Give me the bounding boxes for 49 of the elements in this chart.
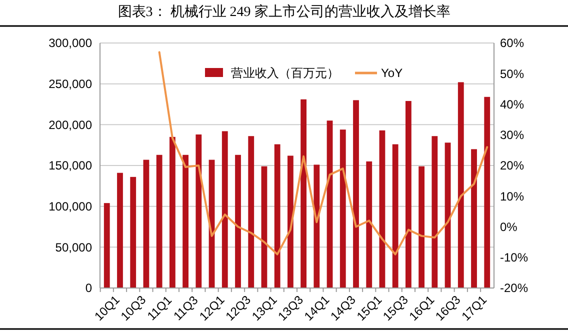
bar <box>222 131 228 288</box>
bar <box>104 203 110 288</box>
y-tick-label: 250,000 <box>48 77 92 92</box>
bar <box>314 164 320 288</box>
bar <box>196 134 202 288</box>
y-tick-label: 100,000 <box>48 200 92 214</box>
bar <box>353 100 359 288</box>
bar <box>130 176 136 288</box>
bar <box>143 160 150 288</box>
y-tick-label: 150,000 <box>48 158 92 173</box>
bar <box>326 120 333 288</box>
bar <box>405 100 412 288</box>
y2-tick-label: 60% <box>500 36 524 50</box>
bar <box>340 130 346 288</box>
legend-label: 营业收入（百万元） <box>231 66 339 80</box>
y-tick-label: 200,000 <box>48 118 92 132</box>
y2-tick-label: -20% <box>500 281 528 296</box>
legend-label: YoY <box>381 66 403 80</box>
bar <box>261 166 268 288</box>
y2-tick-label: 0% <box>500 220 518 234</box>
bar <box>418 166 425 288</box>
bar <box>471 149 477 288</box>
bar <box>182 154 188 288</box>
bar <box>458 82 464 288</box>
bar <box>274 144 280 288</box>
chart-title: 图表3： 机械行业 249 家上市公司的营业收入及增长率 <box>118 4 450 20</box>
y2-tick-label: 20% <box>500 158 524 173</box>
bar <box>392 144 398 288</box>
y2-tick-label: -10% <box>500 250 528 265</box>
bar <box>235 154 241 288</box>
bar <box>287 156 294 288</box>
bar <box>366 161 372 288</box>
bar <box>444 142 451 288</box>
bar <box>300 99 307 288</box>
y2-tick-label: 40% <box>500 97 524 112</box>
bar <box>248 136 254 288</box>
bar <box>379 130 386 288</box>
line-series <box>158 51 488 256</box>
bar <box>484 96 490 288</box>
y2-tick-label: 50% <box>500 66 524 81</box>
bar <box>117 172 123 288</box>
y2-tick-label: 30% <box>500 128 524 142</box>
bar <box>432 136 438 288</box>
bar <box>169 136 176 288</box>
y-tick-label: 50,000 <box>55 240 92 254</box>
y-tick-label: 300,000 <box>48 36 92 50</box>
y-tick-label: 0 <box>85 281 92 296</box>
bar <box>156 154 162 288</box>
y2-tick-label: 10% <box>500 189 524 204</box>
